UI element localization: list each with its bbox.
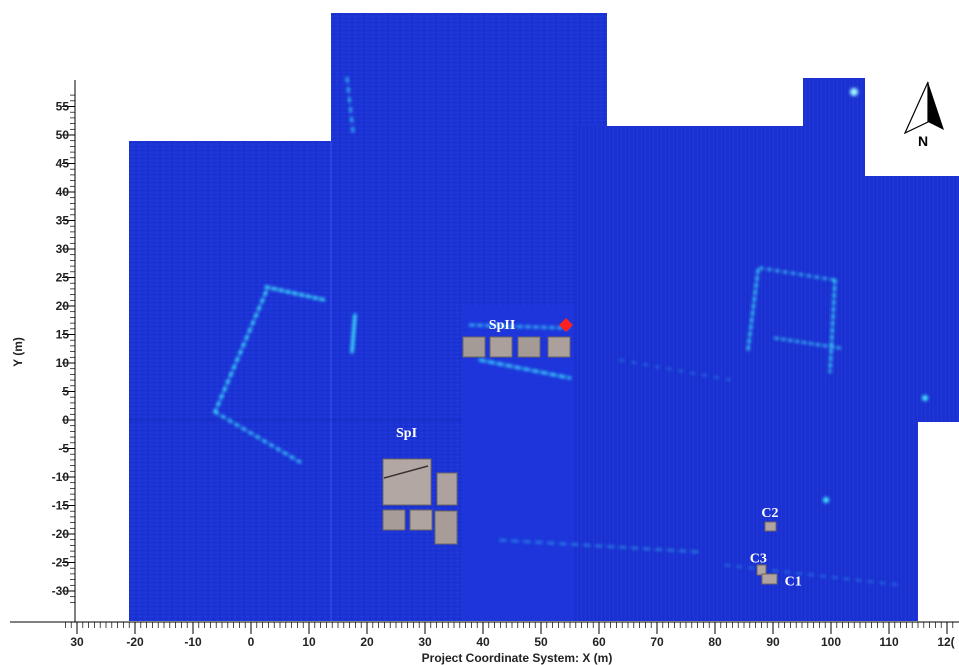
anomaly-trace	[213, 290, 268, 414]
anomaly-trace	[746, 268, 760, 352]
raster-panel-east	[575, 126, 865, 621]
raster-panel-north	[331, 13, 607, 143]
trench-photo-spi	[409, 509, 433, 531]
radar-raster	[129, 13, 959, 621]
raster-panel-northeast	[803, 78, 865, 128]
site-label: SpI	[396, 426, 417, 441]
y-tick-label: 50	[56, 128, 70, 142]
y-axis: Y (m) 5550454035302520151050-5-10-15-20-…	[11, 80, 76, 622]
trench-photo-spi	[434, 510, 458, 545]
y-tick-label: -5	[58, 442, 69, 456]
anomaly-spot	[922, 395, 928, 401]
site-label: C1	[785, 574, 802, 589]
y-tick-label: 5	[62, 385, 69, 399]
trench-photo-spi	[436, 472, 458, 506]
anomaly-trace	[346, 77, 354, 133]
y-tick-label: -25	[52, 556, 70, 570]
x-tick-label: 80	[708, 635, 722, 649]
anomaly-spot	[850, 88, 858, 96]
x-tick-label: 100	[821, 635, 841, 649]
anomaly-trace	[724, 564, 901, 586]
x-tick-label: 70	[650, 635, 664, 649]
y-tick-label: -20	[52, 527, 70, 541]
raster-dense-block	[462, 305, 574, 621]
x-tick-label: 10	[302, 635, 316, 649]
x-tick-label: 110	[879, 635, 899, 649]
anomaly-spot	[823, 497, 829, 503]
north-label: N	[918, 133, 928, 149]
north-arrow-icon: N	[866, 70, 959, 175]
y-tick-label: -15	[52, 499, 70, 513]
raster-panel-west	[129, 141, 333, 621]
x-axis: Project Coordinate System: X (m) 30 -20 -1…	[10, 621, 959, 665]
x-tick-label: 40	[476, 635, 490, 649]
x-tick-label: 50	[534, 635, 548, 649]
anomaly-trace	[264, 285, 327, 302]
x-tick-label: -10	[184, 635, 202, 649]
y-tick-label: -10	[52, 470, 70, 484]
anomaly-trace	[828, 278, 837, 374]
site-label: C2	[761, 506, 778, 521]
y-tick-label: 40	[56, 185, 70, 199]
raster-panel-far-east	[865, 176, 959, 422]
x-tick-label: 30	[70, 635, 84, 649]
trench-photo-spii	[547, 336, 571, 358]
site-label: C3	[750, 552, 767, 567]
y-tick-label: 10	[56, 356, 70, 370]
trench-photo-c2	[764, 521, 777, 532]
anomaly-trace	[478, 358, 572, 380]
trench-photo-spi	[382, 509, 406, 531]
trench-photo-spi	[382, 458, 432, 506]
anomaly-trace	[774, 337, 841, 349]
trench-photo-c1	[761, 573, 778, 585]
trench-photo-spii	[517, 336, 541, 358]
anomaly-trace	[499, 539, 701, 553]
red-diamond-marker-icon	[559, 318, 573, 332]
y-tick-label: 25	[56, 271, 70, 285]
x-tick-label: 0	[248, 635, 255, 649]
y-axis-title: Y (m)	[11, 337, 25, 367]
y-tick-label: 15	[56, 328, 70, 342]
y-tick-label: 30	[56, 242, 70, 256]
raster-panel-southeast	[865, 420, 918, 621]
y-tick-label: 35	[56, 214, 70, 228]
y-tick-label: 45	[56, 157, 70, 171]
x-tick-label: 20	[360, 635, 374, 649]
anomaly-trace	[469, 324, 569, 329]
anomaly-traces	[213, 77, 928, 586]
x-tick-label: 90	[766, 635, 780, 649]
y-tick-label: 20	[56, 299, 70, 313]
x-tick-label: 30	[418, 635, 432, 649]
y-tick-label: 0	[62, 413, 69, 427]
trench-photo-spii	[489, 336, 513, 358]
x-tick-label: -20	[126, 635, 144, 649]
x-axis-title: Project Coordinate System: X (m)	[422, 651, 613, 665]
x-tick-label: 60	[592, 635, 606, 649]
trench-photos	[382, 336, 778, 585]
anomaly-trace	[213, 410, 302, 464]
anomaly-trace	[759, 267, 836, 281]
x-tick-label: 12(	[937, 635, 954, 649]
trench-crack	[383, 465, 429, 479]
site-labels: SpII SpI C2 C3 C1	[396, 318, 802, 590]
trench-photo-spii	[462, 336, 486, 358]
y-tick-label: -30	[52, 584, 70, 598]
y-tick-label: 55	[56, 100, 70, 114]
site-label: SpII	[489, 318, 515, 333]
anomaly-trace	[350, 313, 357, 354]
